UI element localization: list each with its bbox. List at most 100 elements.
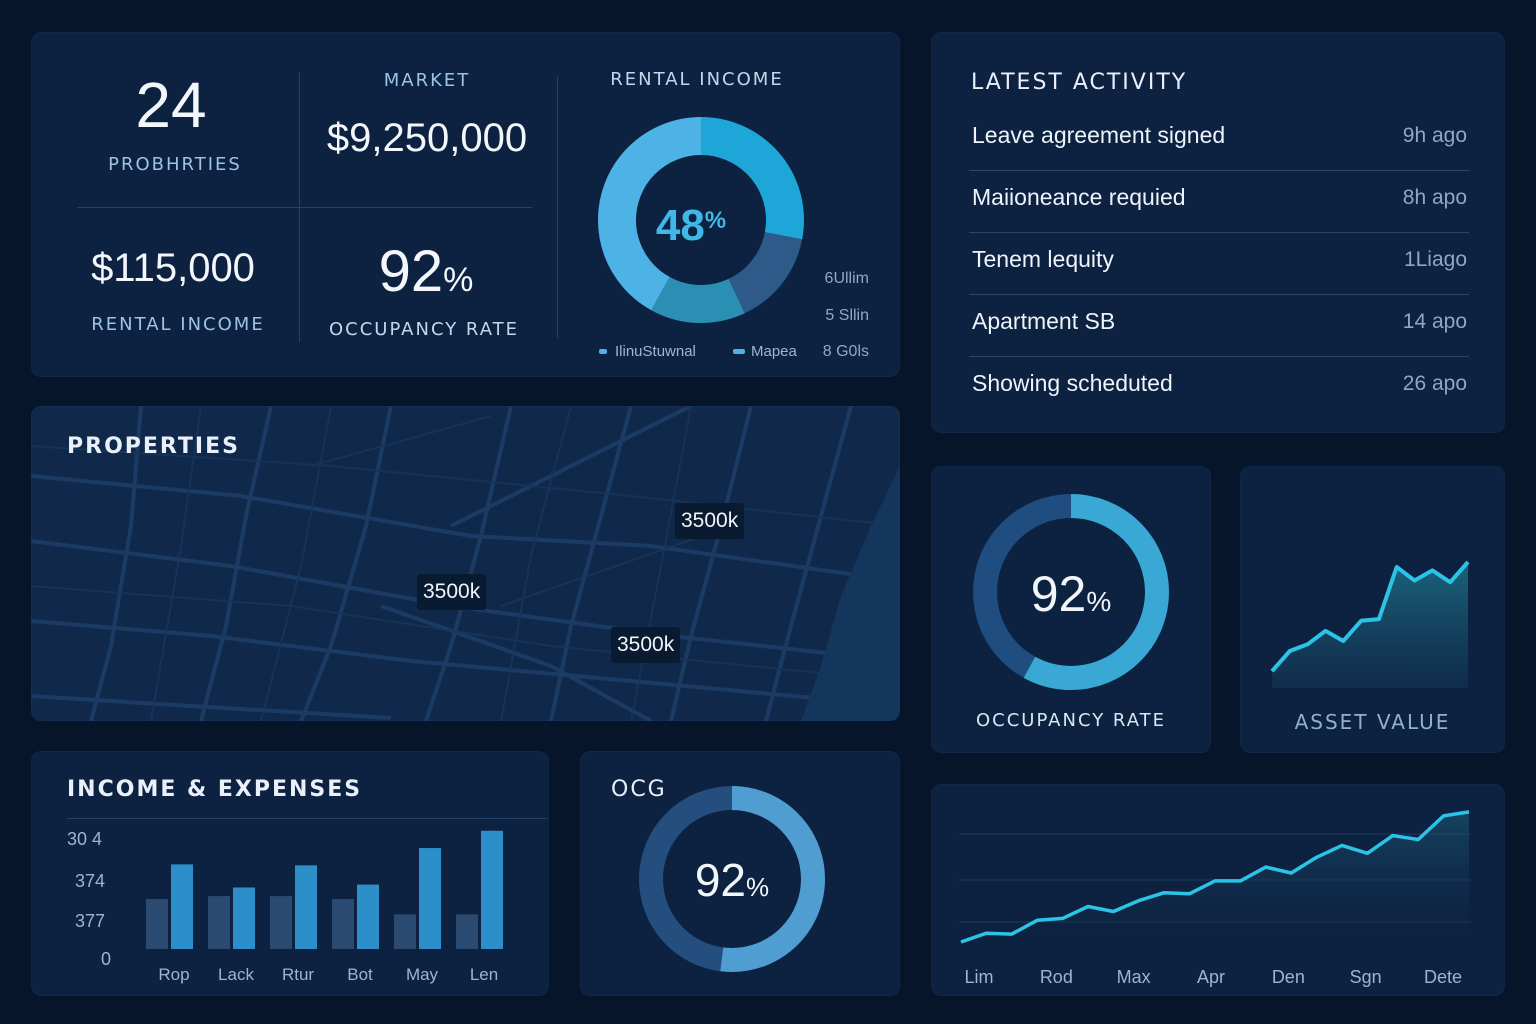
asset-value-chart xyxy=(1270,560,1470,688)
occupancy-number: 92 xyxy=(378,239,444,304)
donut-center-value: 48% xyxy=(656,201,726,250)
income-expenses-title: INCOME & EXPENSES xyxy=(67,777,363,802)
bar-income xyxy=(357,884,379,949)
activity-item[interactable]: Showing scheduted 26 apo xyxy=(969,360,1469,418)
summary-panel: 24 PROBHRTIES MARKET $9,250,000 $115,000… xyxy=(31,32,900,377)
bar-x-label: Bot xyxy=(347,965,373,984)
map-marker-2[interactable]: 3500k xyxy=(417,574,487,610)
donut-center-suffix: % xyxy=(705,207,726,234)
bar-x-label: Len xyxy=(470,965,498,984)
trend-x-label: Apr xyxy=(1197,967,1225,987)
bar-expenses xyxy=(394,914,416,949)
occupancy-ring-fill xyxy=(973,494,1169,690)
map-title: PROPERTIES xyxy=(67,434,240,459)
donut-segment-c xyxy=(598,117,804,323)
activity-text: Showing scheduted xyxy=(972,370,1173,396)
bar-income xyxy=(171,864,193,949)
income-expenses-panel: INCOME & EXPENSES 30 4 374 377 0 Rop Lack… xyxy=(31,751,549,996)
map-marker-1[interactable]: 3500k xyxy=(675,503,745,539)
summary-divider-h xyxy=(77,207,532,208)
market-label: MARKET xyxy=(383,70,471,91)
asset-value-line xyxy=(1270,560,1470,673)
bar-x-label: Lack xyxy=(218,965,254,984)
trend-line xyxy=(960,810,1470,944)
legend-swatch-1 xyxy=(599,349,607,354)
legend-swatch-2 xyxy=(733,349,745,354)
bar-expenses xyxy=(332,899,354,949)
trend-x-label: Max xyxy=(1117,967,1151,987)
bar-expenses xyxy=(456,914,478,949)
occupancy-card-label: OCCUPANCY RATE xyxy=(976,710,1166,731)
donut-side-label-2: 5 Sllin xyxy=(825,307,869,324)
ocg-value: 92% xyxy=(695,854,769,906)
occupancy-ring: 92% xyxy=(973,494,1169,690)
trend-x-label: Rod xyxy=(1040,967,1073,987)
ocg-number: 92 xyxy=(695,854,746,906)
asset-value-area xyxy=(1272,562,1468,688)
activity-text: Leave agreement signed xyxy=(972,122,1226,148)
activity-text: Maiioneance requied xyxy=(972,184,1186,210)
activity-time: 1Liago xyxy=(1403,248,1467,271)
activity-item[interactable]: Leave agreement signed 9h ago xyxy=(969,112,1469,171)
y-tick-2: 374 xyxy=(75,871,105,891)
asset-value-card: ASSET VALUE xyxy=(1240,466,1505,753)
ocg-suffix: % xyxy=(746,872,769,902)
donut-side-label-3: 8 G0ls xyxy=(823,343,869,360)
properties-map-panel[interactable]: PROPERTIES 3500k 3500k 3500k xyxy=(31,406,900,721)
bar-x-label: May xyxy=(406,965,439,984)
bar-expenses xyxy=(146,899,168,949)
bar-income xyxy=(295,865,317,949)
donut-segments xyxy=(598,117,804,323)
bars-group xyxy=(146,830,503,949)
activity-time: 14 apo xyxy=(1402,310,1467,333)
trend-x-label: Sgn xyxy=(1350,967,1382,987)
map-water xyxy=(801,466,900,721)
map-marker-3[interactable]: 3500k xyxy=(611,627,681,663)
occupancy-card: 92% OCCUPANCY RATE xyxy=(931,466,1211,753)
trend-x-label: Den xyxy=(1272,967,1305,987)
y-tick-1: 30 4 xyxy=(67,829,102,849)
properties-count: 24 xyxy=(135,69,207,141)
properties-label: PROBHRTIES xyxy=(108,154,242,175)
bar-income xyxy=(419,848,441,949)
donut-side-label-1: 6Ullim xyxy=(825,270,869,287)
bar-expenses xyxy=(208,896,230,949)
rental-donut-title: RENTAL INCOME xyxy=(610,69,784,90)
bar-x-label: Rop xyxy=(158,965,189,984)
bar-x-label: Rtur xyxy=(282,965,314,984)
bar-x-labels: Rop Lack Rtur Bot May Len xyxy=(158,965,498,984)
rental-income-value: $115,000 xyxy=(91,246,255,290)
ocg-panel: OCG 92% xyxy=(580,751,900,996)
trend-area xyxy=(961,811,1469,944)
market-value: $9,250,000 xyxy=(326,116,528,160)
activity-time: 9h ago xyxy=(1402,124,1467,147)
activity-time: 26 apo xyxy=(1402,372,1467,395)
activity-item[interactable]: Apartment SB 14 apo xyxy=(969,298,1469,357)
asset-value-label: ASSET VALUE xyxy=(1294,710,1451,734)
donut-segment-d xyxy=(598,117,804,323)
income-expenses-rule xyxy=(67,818,547,819)
legend-label-1: IlinuStuwnal xyxy=(615,343,696,360)
activity-panel: LATEST ACTIVITY Leave agreement signed 9h… xyxy=(931,32,1505,433)
occupancy-card-suffix: % xyxy=(1086,586,1111,617)
activity-title: LATEST ACTIVITY xyxy=(971,70,1188,95)
ocg-ring-fill xyxy=(639,786,825,972)
y-tick-3: 377 xyxy=(75,911,105,931)
activity-text: Tenem lequity xyxy=(972,246,1114,272)
occupancy-card-number: 92 xyxy=(1031,566,1087,622)
occupancy-card-value: 92% xyxy=(1031,566,1112,622)
occupancy-value: 92% xyxy=(321,238,531,305)
activity-time: 8h apo xyxy=(1402,186,1467,209)
trend-x-label: Lim xyxy=(964,967,993,987)
donut-center-number: 48 xyxy=(656,201,705,250)
occupancy-label: OCCUPANCY RATE xyxy=(329,319,519,340)
activity-item[interactable]: Maiioneance requied 8h apo xyxy=(969,174,1469,233)
activity-item[interactable]: Tenem lequity 1Liago xyxy=(969,236,1469,295)
bar-income xyxy=(233,887,255,949)
activity-text: Apartment SB xyxy=(972,308,1116,334)
bar-income xyxy=(481,830,503,949)
occupancy-percent: % xyxy=(443,261,474,299)
ocg-title: OCG xyxy=(611,777,667,802)
income-expenses-chart: 30 4 374 377 0 Rop Lack Rtur Bot May Len xyxy=(67,829,503,984)
legend-label-2: Mapea xyxy=(751,343,798,360)
